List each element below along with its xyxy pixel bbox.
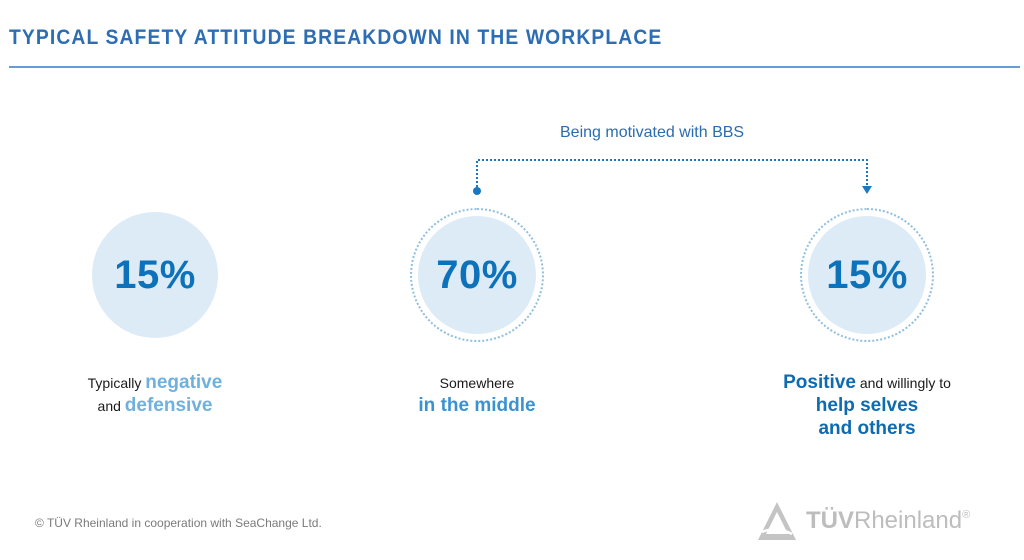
segment-circle-negative: 15%	[92, 212, 218, 338]
segment-caption-positive: Positive and willingly to help selves an…	[783, 372, 951, 439]
tuv-triangle-logo-icon	[758, 502, 796, 540]
segment-circle-positive: 15%	[808, 216, 926, 334]
segment-percent-positive: 15%	[826, 252, 908, 297]
segment-ring-middle	[410, 208, 544, 342]
segment-caption-middle: Somewhere in the middle	[418, 375, 536, 416]
connector-start-dot-icon	[473, 187, 481, 195]
segment-circle-middle: 70%	[418, 216, 536, 334]
title-divider	[9, 66, 1020, 68]
connector-arrowhead-icon	[862, 186, 872, 194]
segment-ring-positive	[800, 208, 934, 342]
copyright-footer: © TÜV Rheinland in cooperation with SeaC…	[35, 516, 322, 530]
segment-caption-negative: Typically negative and defensive	[87, 372, 223, 416]
tuv-logo: TÜVRheinland®	[756, 500, 970, 542]
page-title: TYPICAL SAFETY ATTITUDE BREAKDOWN IN THE…	[9, 26, 663, 49]
segment-percent-negative: 15%	[114, 252, 196, 297]
bbs-connector-label: Being motivated with BBS	[560, 124, 745, 141]
segment-percent-middle: 70%	[436, 252, 518, 297]
